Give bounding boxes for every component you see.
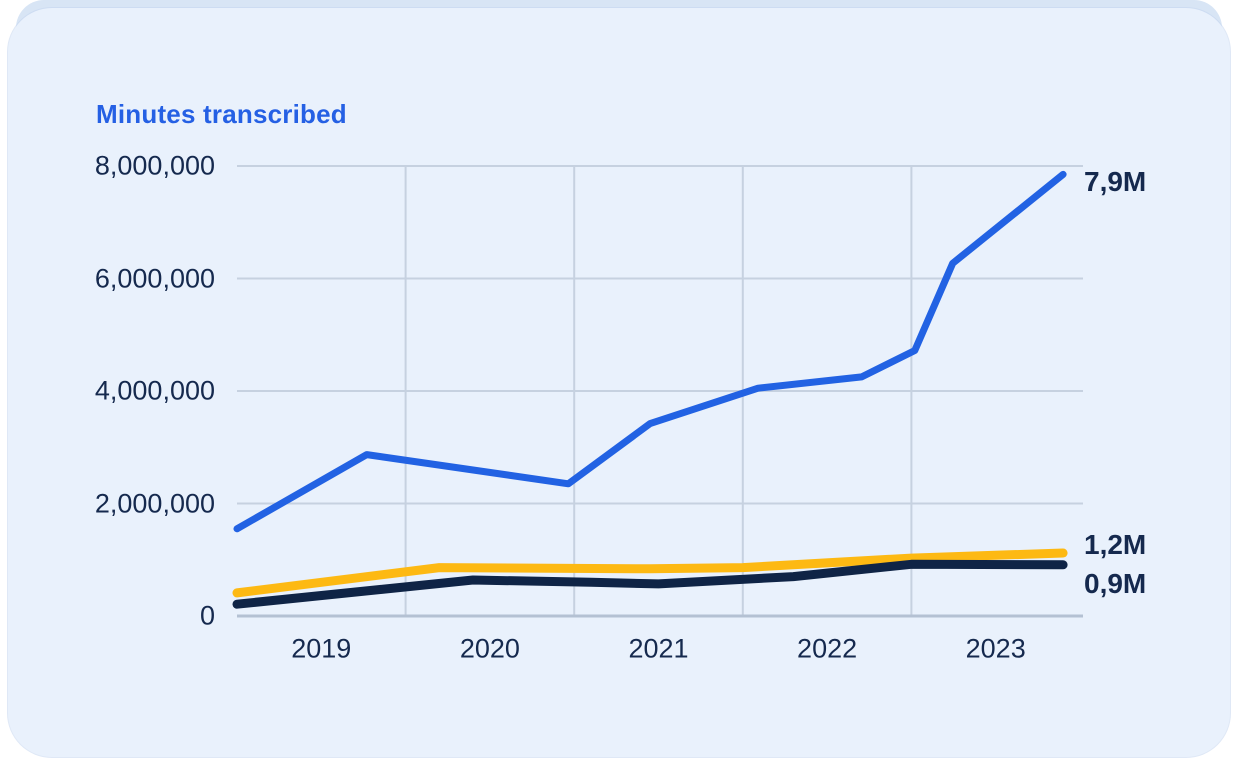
gridlines	[237, 165, 1083, 618]
x-tick-label: 2020	[459, 633, 520, 664]
chart-title: Minutes transcribed	[96, 99, 347, 129]
end-label-minutes-primary: 7,9M	[1084, 166, 1147, 198]
y-tick-label: 4,000,000	[94, 375, 215, 406]
series-line-minutes-primary	[233, 170, 1067, 533]
end-label-minutes-secondary: 1,2M	[1084, 529, 1147, 560]
series-lines	[232, 170, 1068, 609]
series-line-minutes-secondary	[232, 548, 1068, 598]
x-tick-label: 2023	[965, 633, 1026, 664]
y-tick-label: 2,000,000	[94, 488, 215, 518]
chart-card	[8, 8, 1230, 757]
y-tick-label: 8,000,000	[94, 150, 215, 181]
x-tick-label: 2019	[291, 633, 352, 664]
end-label-minutes-tertiary: 0,9M	[1084, 567, 1147, 599]
x-tick-label: 2022	[797, 633, 858, 664]
y-tick-label: 6,000,000	[94, 263, 215, 293]
series-line-minutes-tertiary	[232, 559, 1068, 609]
y-tick-label: 0	[199, 600, 215, 631]
x-tick-label: 2021	[628, 633, 689, 664]
